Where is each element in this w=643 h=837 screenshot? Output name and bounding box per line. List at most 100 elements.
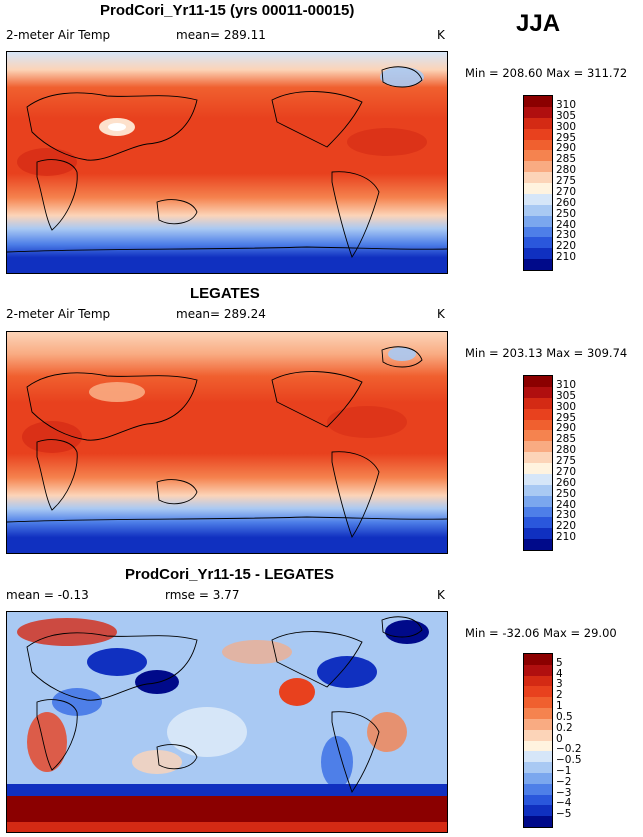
colorbar-tick-label: 260 — [556, 196, 577, 209]
panel-2-units: K — [437, 307, 445, 321]
colorbar-segment — [524, 794, 552, 806]
colorbar-segment — [524, 816, 552, 827]
colorbar-tick-label: 1 — [556, 700, 563, 713]
panel-1-minmax: Min = 208.60 Max = 311.72 — [465, 66, 628, 80]
colorbar-segment — [524, 463, 552, 474]
colorbar-segment — [524, 139, 552, 151]
colorbar-segment — [524, 248, 552, 260]
colorbar-segment — [524, 495, 552, 507]
panel-1-title: ProdCori_Yr11-15 (yrs 00011-00015) — [100, 2, 355, 19]
colorbar-segment — [524, 128, 552, 140]
panel-3-map — [6, 611, 448, 833]
colorbar-tick-label: −3 — [556, 786, 572, 799]
colorbar-segment — [524, 96, 552, 107]
colorbar-tick-label: 275 — [556, 455, 577, 467]
colorbar-tick-label: −5 — [556, 808, 572, 821]
panel-2-map-graphic — [7, 332, 447, 553]
colorbar-tick-label: 4 — [556, 667, 563, 680]
colorbar-tick-label: 230 — [556, 509, 577, 522]
colorbar-tick-label: 250 — [556, 487, 577, 500]
colorbar-tick-label: −0.2 — [556, 743, 582, 756]
colorbar-segment — [524, 204, 552, 216]
colorbar-segment — [524, 484, 552, 496]
panel-2-mean-label: mean= 289.24 — [176, 307, 266, 321]
panel-3-map-graphic — [7, 612, 447, 832]
panel-3-title: ProdCori_Yr11-15 - LEGATES — [125, 566, 334, 583]
colorbar-tick-label: 280 — [556, 164, 577, 177]
colorbar-segment — [524, 161, 552, 173]
colorbar-tick-label: 5 — [556, 656, 563, 669]
colorbar-tick-label: 2 — [556, 689, 563, 702]
season-label: JJA — [516, 10, 561, 37]
colorbar-tick-label: 285 — [556, 153, 577, 166]
colorbar-segment — [524, 664, 552, 676]
colorbar-segment — [524, 441, 552, 453]
panel-3-mean-label: mean = -0.13 — [6, 588, 89, 602]
colorbar-segment — [524, 772, 552, 784]
colorbar-tick-label: 220 — [556, 240, 577, 253]
panel-2-variable-label: 2-meter Air Temp — [6, 307, 111, 321]
panel-1-mean-label: mean= 289.11 — [176, 28, 266, 42]
colorbar-tick-label: 210 — [556, 251, 577, 264]
colorbar-tick-label: −4 — [556, 797, 572, 810]
colorbar-segment — [524, 762, 552, 773]
colorbar-segment — [524, 117, 552, 129]
colorbar-segment — [524, 408, 552, 420]
colorbar-tick-label: 0 — [556, 732, 563, 745]
colorbar-tick-label: 300 — [556, 120, 577, 133]
colorbar-segment — [524, 106, 552, 118]
colorbar-tick-label: 295 — [556, 131, 577, 144]
colorbar-segment — [524, 506, 552, 518]
colorbar-tick-label: 270 — [556, 185, 577, 198]
colorbar-segment — [524, 193, 552, 205]
panel-3-colorbar — [523, 653, 553, 828]
panel-1-units: K — [437, 28, 445, 42]
colorbar-segment — [524, 215, 552, 227]
colorbar-segment — [524, 805, 552, 817]
colorbar-tick-label: −1 — [556, 764, 572, 777]
colorbar-tick-label: 290 — [556, 422, 577, 435]
colorbar-tick-label: 230 — [556, 229, 577, 242]
colorbar-tick-label: 285 — [556, 433, 577, 446]
colorbar-segment — [524, 386, 552, 398]
colorbar-segment — [524, 150, 552, 162]
colorbar-tick-label: −2 — [556, 775, 572, 788]
panel-1-map — [6, 51, 448, 274]
colorbar-tick-label: 260 — [556, 476, 577, 489]
colorbar-tick-label: 210 — [556, 531, 577, 544]
panel-3-rmse-label: rmse = 3.77 — [165, 588, 240, 602]
colorbar-segment — [524, 751, 552, 763]
colorbar-segment — [524, 528, 552, 540]
colorbar-segment — [524, 430, 552, 442]
colorbar-segment — [524, 697, 552, 709]
colorbar-segment — [524, 452, 552, 463]
colorbar-tick-label: 275 — [556, 175, 577, 187]
colorbar-tick-label: 305 — [556, 389, 577, 402]
colorbar-tick-label: 0.5 — [556, 710, 573, 723]
panel-1-colorbar — [523, 95, 553, 271]
colorbar-tick-label: 280 — [556, 444, 577, 457]
panel-1-map-graphic — [7, 52, 447, 273]
colorbar-segment — [524, 473, 552, 485]
colorbar-segment — [524, 172, 552, 183]
colorbar-segment — [524, 397, 552, 409]
colorbar-segment — [524, 783, 552, 795]
colorbar-tick-label: 300 — [556, 400, 577, 413]
colorbar-tick-label: 305 — [556, 109, 577, 122]
colorbar-tick-label: 0.2 — [556, 721, 573, 734]
colorbar-segment — [524, 419, 552, 431]
colorbar-segment — [524, 686, 552, 698]
panel-2-title: LEGATES — [190, 285, 260, 302]
colorbar-tick-label: 290 — [556, 142, 577, 155]
panel-2-minmax: Min = 203.13 Max = 309.74 — [465, 346, 628, 360]
colorbar-tick-label: 240 — [556, 498, 577, 511]
colorbar-segment — [524, 226, 552, 238]
colorbar-tick-label: 240 — [556, 218, 577, 231]
colorbar-tick-label: 310 — [556, 378, 577, 391]
colorbar-tick-label: 310 — [556, 98, 577, 111]
panel-2-map — [6, 331, 448, 554]
colorbar-segment — [524, 675, 552, 687]
colorbar-segment — [524, 740, 552, 752]
colorbar-tick-label: −0.5 — [556, 754, 582, 767]
colorbar-segment — [524, 654, 552, 665]
